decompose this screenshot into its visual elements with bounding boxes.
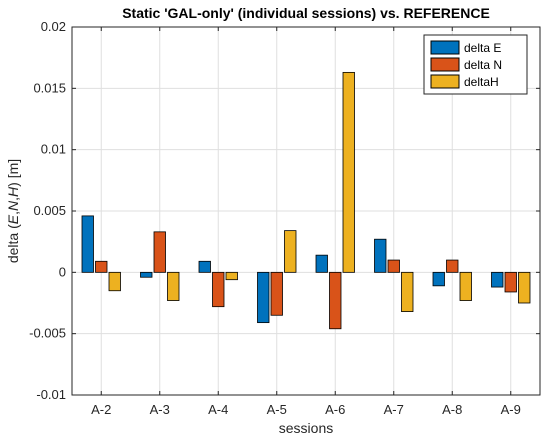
y-axis-label-sep1: , [5, 211, 21, 215]
bar-delta-n-a-9 [504, 271, 517, 293]
legend-label-delta-e: delta E [464, 41, 501, 55]
y-axis-ticks: -0.01 -0.005 0 0.005 0.01 0.015 0.02 [29, 19, 540, 402]
bar-delta-e-a-4 [198, 260, 211, 273]
bar-delta-e-a-3 [140, 271, 153, 278]
legend-label-delta-n: delta N [464, 58, 502, 72]
bar-delta-n-a-2 [95, 260, 108, 273]
x-tick-label: A-7 [384, 402, 404, 417]
y-axis-label-prefix: delta ( [5, 224, 21, 263]
bar-delta-n-a-4 [212, 271, 225, 308]
bar-deltah-a-5 [284, 230, 297, 273]
bar-delta-e-a-2 [81, 215, 94, 273]
x-tick-label: A-3 [150, 402, 170, 417]
x-axis-label: sessions [279, 420, 333, 436]
bar-delta-n-a-8 [446, 259, 459, 273]
bar-delta-e-a-8 [432, 271, 445, 287]
y-tick-label: 0.005 [33, 203, 66, 218]
bar-deltah-a-3 [167, 271, 180, 301]
x-axis-ticks: A-2 A-3 A-4 A-5 A-6 A-7 A-8 A-9 [91, 27, 521, 417]
y-axis-label: delta (E,N,H) [m] [5, 159, 21, 263]
bar-deltah-a-2 [108, 271, 121, 292]
y-tick-label: 0.01 [41, 142, 66, 157]
y-tick-label: 0.02 [41, 19, 66, 34]
x-tick-label: A-8 [442, 402, 462, 417]
bar-deltah-a-7 [401, 271, 414, 312]
bar-deltah-a-4 [225, 271, 238, 281]
y-tick-label: -0.01 [36, 387, 66, 402]
bar-delta-e-a-5 [257, 271, 270, 324]
bar-delta-e-a-7 [374, 238, 387, 273]
x-tick-label: A-6 [325, 402, 345, 417]
y-axis-label-e: E [5, 214, 21, 224]
x-tick-label: A-9 [501, 402, 521, 417]
bar-delta-e-a-6 [315, 254, 328, 273]
legend-label-delta-h: deltaH [464, 75, 499, 89]
bar-delta-n-a-5 [270, 271, 283, 316]
x-tick-label: A-4 [208, 402, 228, 417]
y-axis-label-suffix: ) [m] [5, 159, 21, 187]
bar-delta-n-a-6 [329, 271, 342, 330]
y-axis-label-n: N [5, 200, 21, 211]
chart-title: Static 'GAL-only' (individual sessions) … [122, 5, 490, 21]
bar-deltah-a-6 [342, 71, 355, 273]
y-tick-label: 0 [59, 264, 66, 279]
bar-delta-e-a-9 [491, 271, 504, 288]
x-tick-label: A-5 [267, 402, 287, 417]
legend-swatch-delta-e [430, 40, 460, 55]
x-tick-label: A-2 [91, 402, 111, 417]
y-axis-label-h: H [5, 186, 21, 197]
bar-deltah-a-8 [459, 271, 472, 301]
y-axis-label-sep2: , [5, 197, 21, 201]
y-tick-label: 0.015 [33, 80, 66, 95]
legend: delta E delta N deltaH [423, 34, 528, 95]
bars [81, 71, 531, 330]
y-tick-label: -0.005 [29, 326, 66, 341]
bar-delta-n-a-3 [153, 231, 166, 273]
legend-swatch-delta-h [430, 74, 460, 89]
legend-swatch-delta-n [430, 57, 460, 72]
bar-delta-n-a-7 [387, 259, 400, 273]
bar-deltah-a-9 [518, 271, 531, 304]
